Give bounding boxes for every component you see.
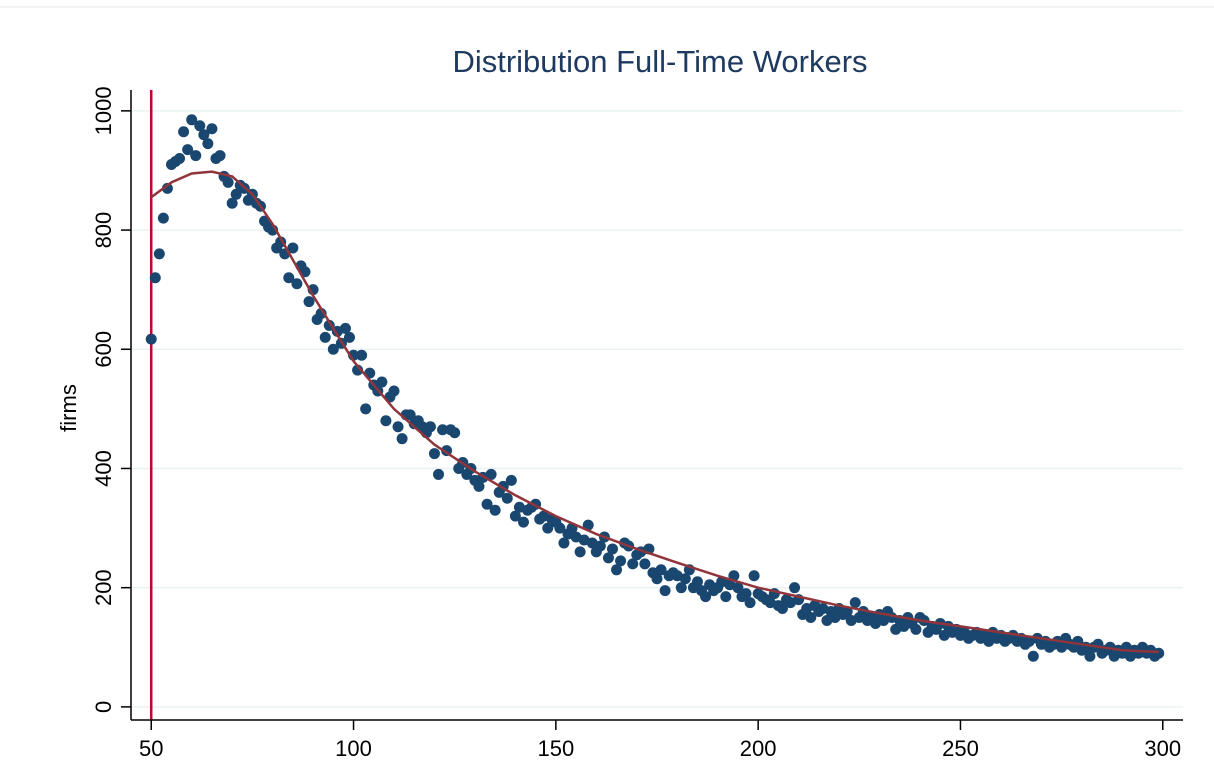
point: [720, 591, 732, 603]
point: [744, 597, 756, 609]
point: [639, 558, 651, 570]
point: [627, 558, 639, 570]
point: [805, 611, 817, 623]
point: [214, 150, 226, 162]
point: [509, 510, 521, 522]
point: [327, 343, 339, 355]
fit-line: [150, 170, 1159, 654]
point: [606, 543, 618, 555]
point: [339, 322, 351, 334]
point: [396, 433, 408, 445]
point: [388, 385, 400, 397]
x-tick-label: 300: [1144, 736, 1181, 761]
point: [291, 278, 303, 290]
point: [230, 188, 242, 200]
x-tick-label: 150: [537, 736, 574, 761]
point: [655, 564, 667, 576]
point: [190, 150, 202, 162]
point: [1153, 647, 1165, 659]
point: [303, 296, 315, 308]
point: [1084, 650, 1096, 662]
point: [473, 480, 485, 492]
y-tick-label: 0: [91, 701, 116, 713]
x-tick-label: 200: [740, 736, 777, 761]
point: [376, 376, 388, 388]
point: [202, 138, 214, 150]
point: [910, 623, 922, 635]
point: [732, 582, 744, 594]
point: [392, 421, 404, 433]
point: [315, 308, 327, 320]
point: [481, 498, 493, 510]
point: [356, 349, 368, 361]
point: [437, 424, 449, 436]
point: [501, 492, 513, 504]
x-tick-label: 250: [942, 736, 979, 761]
point: [153, 248, 165, 260]
point: [449, 427, 461, 439]
point: [748, 570, 760, 582]
point: [287, 242, 299, 254]
x-tick-label: 50: [139, 736, 163, 761]
point: [283, 272, 295, 284]
point: [198, 129, 210, 141]
point: [505, 474, 517, 486]
point: [776, 603, 788, 615]
point: [433, 468, 445, 480]
point: [186, 114, 198, 126]
point: [343, 331, 355, 343]
chart-title: Distribution Full-Time Workers: [452, 44, 867, 79]
point: [691, 576, 703, 588]
point: [380, 415, 392, 427]
point: [675, 582, 687, 594]
point: [222, 176, 234, 188]
point: [404, 409, 416, 421]
y-tick-label: 400: [91, 450, 116, 487]
point: [574, 546, 586, 558]
point: [182, 144, 194, 156]
point: [319, 331, 331, 343]
y-tick-label: 1000: [91, 86, 116, 135]
y-tick-label: 200: [91, 569, 116, 606]
point: [485, 468, 497, 480]
point: [542, 522, 554, 534]
point: [194, 120, 206, 132]
point: [424, 421, 436, 433]
y-axis-label: firms: [56, 384, 81, 432]
y-tick-label: 600: [91, 331, 116, 368]
point: [360, 403, 372, 415]
point: [161, 182, 173, 194]
y-tick-label: 800: [91, 212, 116, 249]
point: [679, 573, 691, 585]
point: [517, 516, 529, 528]
point: [428, 448, 440, 460]
point: [611, 564, 623, 576]
point: [582, 519, 594, 531]
point: [178, 126, 190, 138]
x-tick-label: 100: [335, 736, 372, 761]
point: [157, 212, 169, 224]
point: [615, 555, 627, 567]
plot: [145, 90, 1165, 720]
point: [594, 540, 606, 552]
point: [489, 504, 501, 516]
point: [149, 272, 161, 284]
point: [789, 582, 801, 594]
point: [740, 588, 752, 600]
point: [849, 597, 861, 609]
point: [554, 522, 566, 534]
point: [659, 585, 671, 597]
point: [1027, 650, 1039, 662]
point: [145, 333, 157, 345]
axes: 0 200 400 600 800 1000 50 100 150 200 250 300: [91, 86, 1183, 761]
point: [226, 197, 238, 209]
grid: [131, 110, 1183, 708]
point: [206, 123, 218, 135]
point: [558, 537, 570, 549]
point: [700, 591, 712, 603]
point: [651, 573, 663, 585]
point: [602, 552, 614, 564]
point: [174, 153, 186, 165]
